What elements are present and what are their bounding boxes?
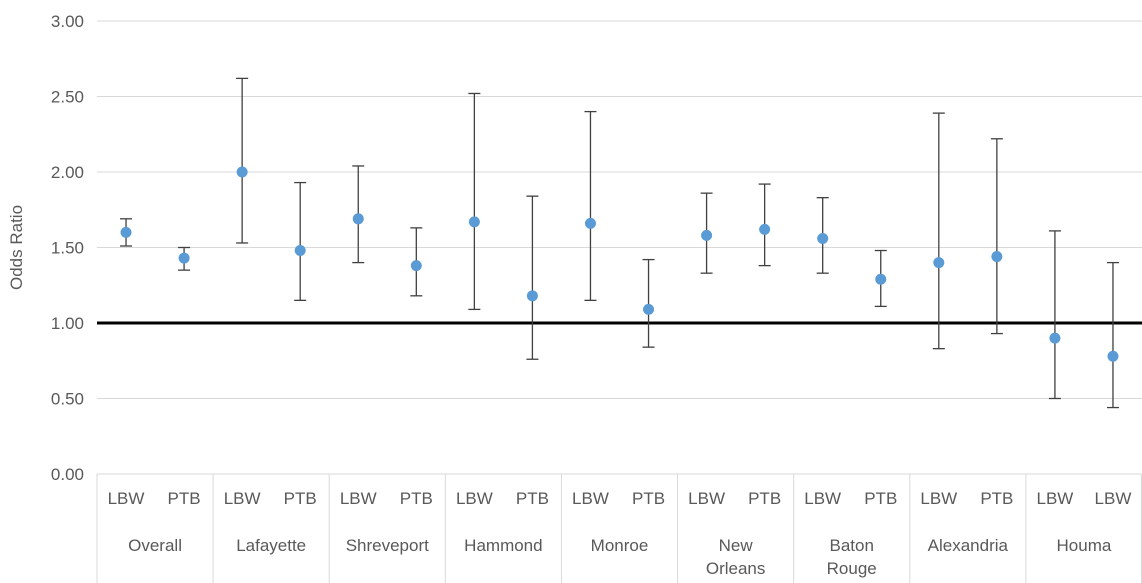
error-bars <box>120 77 1119 409</box>
group-label: Shreveport <box>346 536 429 555</box>
category-label: PTB <box>980 489 1013 508</box>
y-tick-label: 2.00 <box>51 163 84 182</box>
data-point <box>1049 332 1061 344</box>
y-tick-label: 1.00 <box>51 314 84 333</box>
data-point <box>120 226 132 238</box>
y-axis-title: Odds Ratio <box>7 205 26 290</box>
data-point <box>526 290 538 302</box>
category-label: PTB <box>748 489 781 508</box>
data-point <box>759 223 771 235</box>
data-point <box>468 216 480 228</box>
group-label: Hammond <box>464 536 542 555</box>
category-label: LBW <box>804 489 841 508</box>
category-label: LBW <box>1036 489 1073 508</box>
category-label: LBW <box>224 489 261 508</box>
category-label: LBW <box>688 489 725 508</box>
category-label: PTB <box>864 489 897 508</box>
group-label: Lafayette <box>236 536 306 555</box>
group-label: Alexandria <box>928 536 1009 555</box>
y-tick-label: 1.50 <box>51 239 84 258</box>
data-points <box>120 166 1119 362</box>
category-label: LBW <box>340 489 377 508</box>
y-tick-label: 3.00 <box>51 12 84 31</box>
data-point <box>991 251 1003 263</box>
category-label: PTB <box>400 489 433 508</box>
data-point <box>410 260 422 272</box>
group-label: Monroe <box>591 536 649 555</box>
y-axis-tick-labels: 0.00 0.50 1.00 1.50 2.00 2.50 3.00 <box>51 12 84 484</box>
y-tick-label: 0.50 <box>51 390 84 409</box>
data-point <box>933 257 945 269</box>
category-label: PTB <box>284 489 317 508</box>
category-label: PTB <box>168 489 201 508</box>
group-label: New Orleans <box>706 536 766 578</box>
data-point <box>1107 350 1119 362</box>
data-point <box>236 166 248 178</box>
category-axis: LBW PTB Overall LBW PTB Lafayette LBW PTB Shreve… <box>96 473 1142 583</box>
data-point <box>701 229 713 241</box>
data-point <box>643 303 655 315</box>
category-label: LBW <box>920 489 957 508</box>
gridlines <box>97 20 1142 399</box>
category-label: LBW <box>1095 489 1132 508</box>
y-tick-label: 2.50 <box>51 88 84 107</box>
group-label: Houma <box>1057 536 1112 555</box>
category-label: LBW <box>108 489 145 508</box>
group-label: Overall <box>128 536 182 555</box>
data-point <box>817 232 829 244</box>
group-label: Baton Rouge <box>827 536 877 578</box>
data-point <box>584 217 596 229</box>
category-label: LBW <box>572 489 609 508</box>
category-label: LBW <box>456 489 493 508</box>
data-point <box>352 213 364 225</box>
category-label: PTB <box>632 489 665 508</box>
data-point <box>294 245 306 257</box>
data-point <box>875 273 887 285</box>
category-label: PTB <box>516 489 549 508</box>
y-tick-label: 0.00 <box>51 465 84 484</box>
data-point <box>178 252 190 264</box>
